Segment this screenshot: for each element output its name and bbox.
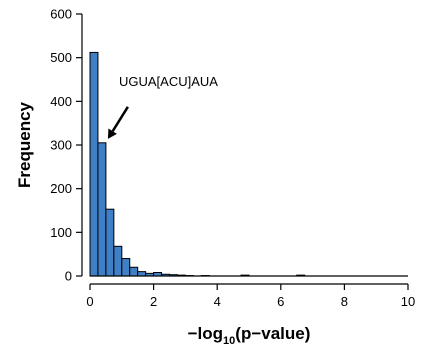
x-tick-label-4: 4: [214, 294, 221, 309]
x-axis: 0 2 4 6 8 10: [86, 283, 415, 309]
bar-6: [137, 271, 147, 277]
x-axis-title-rest: (p−value): [235, 324, 310, 343]
y-tick-label-500: 500: [50, 50, 72, 65]
y-tick-label-300: 300: [50, 138, 72, 153]
annotation-arrowhead: [107, 128, 117, 139]
bar-0: [89, 51, 99, 277]
annotation-group: UGUA[ACU]AUA: [107, 74, 218, 139]
annotation-label: UGUA[ACU]AUA: [119, 74, 218, 89]
bar-3: [113, 245, 123, 277]
y-axis: 0 100 200 300 400 500 600: [50, 7, 83, 284]
bar-1: [97, 142, 107, 277]
x-tick-label-0: 0: [86, 294, 93, 309]
x-tick-label-2: 2: [150, 294, 157, 309]
y-axis-title: Frequency: [15, 101, 34, 188]
x-tick-label-10: 10: [401, 294, 415, 309]
x-tick-label-6: 6: [277, 294, 284, 309]
x-axis-title-subscript: 10: [223, 335, 235, 347]
y-tick-label-0: 0: [65, 269, 72, 284]
annotation-arrow: [111, 106, 129, 132]
bar-2: [105, 208, 115, 277]
x-axis-title-main: −log: [188, 324, 223, 343]
x-axis-title: −log10(p−value): [188, 324, 311, 347]
y-tick-label-400: 400: [50, 94, 72, 109]
bar-5: [129, 266, 139, 277]
x-tick-label-8: 8: [341, 294, 348, 309]
y-tick-label-100: 100: [50, 225, 72, 240]
bar-4: [121, 258, 131, 277]
y-tick-label-200: 200: [50, 181, 72, 196]
y-tick-label-600: 600: [50, 7, 72, 22]
